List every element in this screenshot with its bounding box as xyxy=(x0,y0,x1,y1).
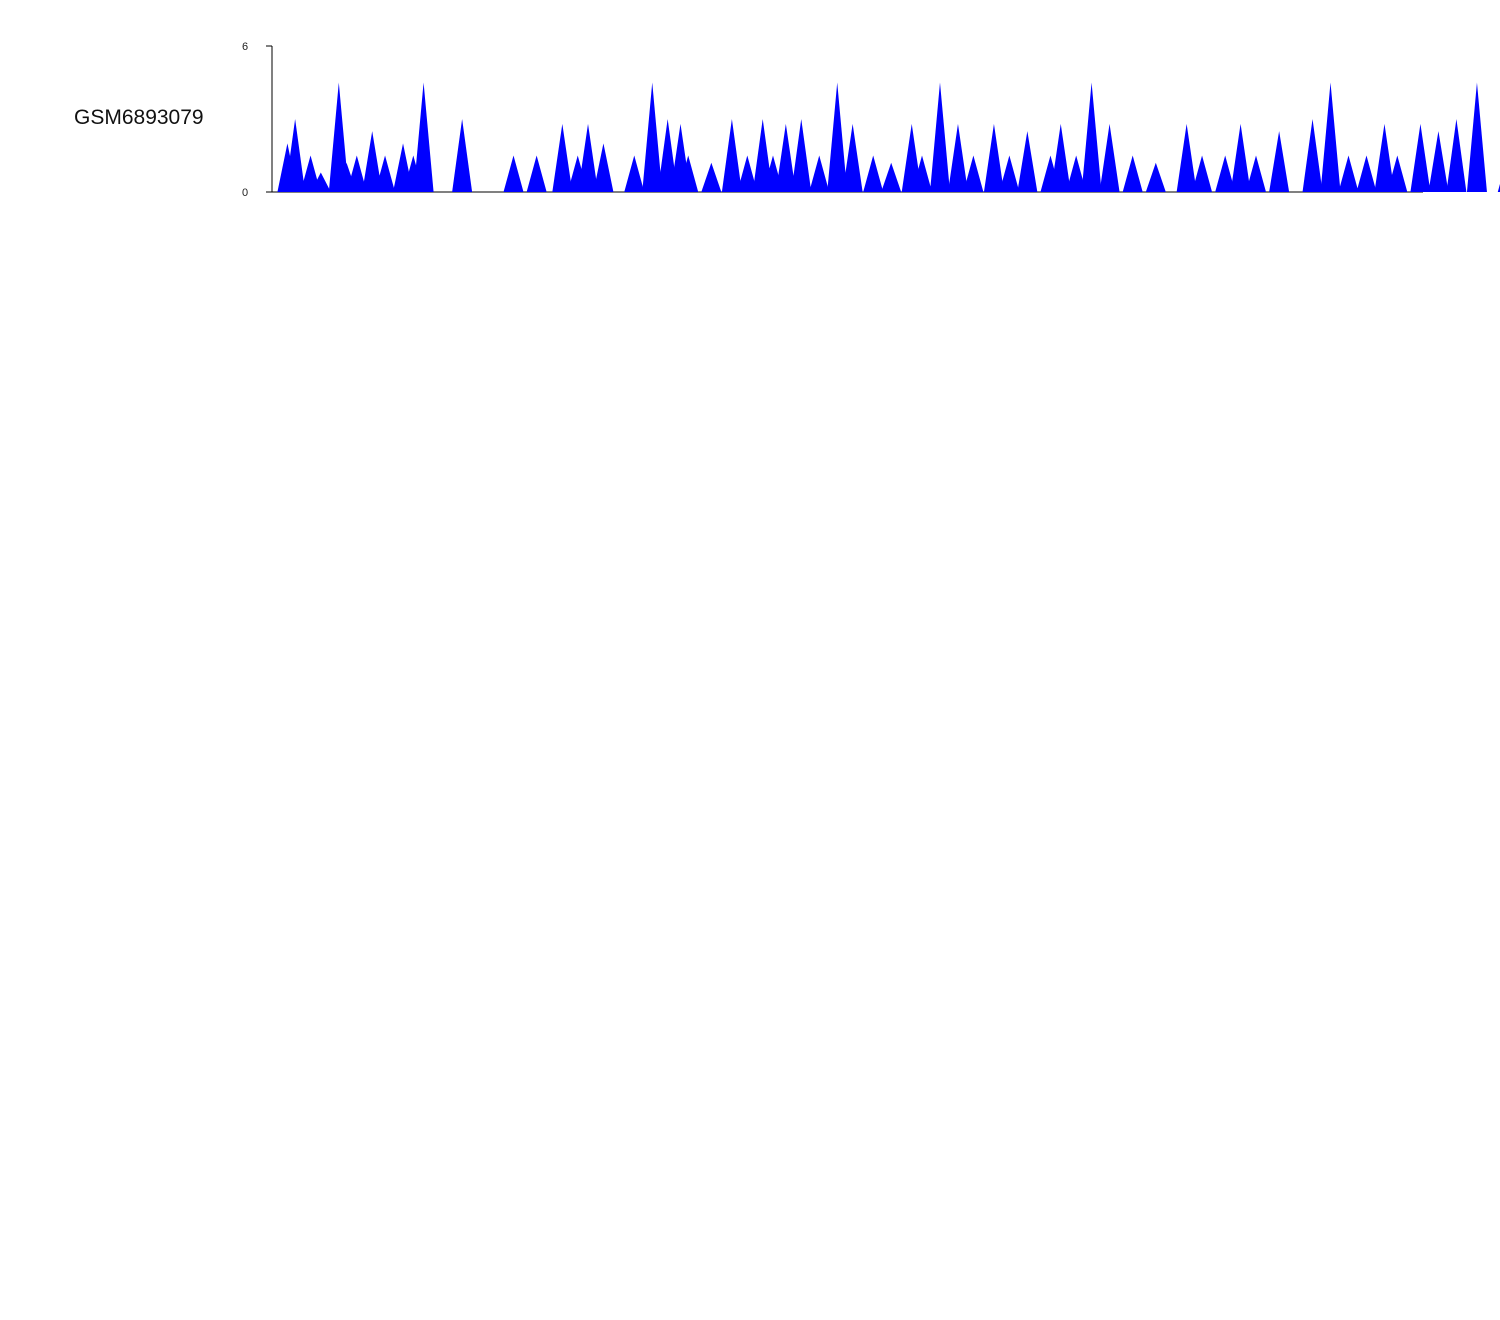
coverage-peak xyxy=(999,155,1020,192)
coverage-peak xyxy=(775,123,796,192)
coverage-peak xyxy=(881,162,902,192)
coverage-peak xyxy=(657,119,678,192)
coverage-peak xyxy=(346,155,367,192)
coverage-peak xyxy=(642,82,663,192)
coverage-peak xyxy=(1338,155,1359,192)
coverage-peak xyxy=(1374,123,1395,192)
track-GSM6893079: GSM6893079 6 0 xyxy=(74,41,1500,199)
coverage-peak xyxy=(552,123,573,192)
coverage-peak xyxy=(791,119,812,192)
coverage-peak xyxy=(328,82,349,192)
coverage-peak xyxy=(452,119,473,192)
coverage-peak xyxy=(863,155,884,192)
coverage-peak xyxy=(752,119,773,192)
coverage-peak xyxy=(1145,162,1166,192)
coverage-peak xyxy=(1176,123,1197,192)
coverage-peak xyxy=(912,155,933,192)
coverage-peak xyxy=(1302,119,1323,192)
coverage-peak xyxy=(1269,131,1290,192)
coverage-peak xyxy=(1230,123,1251,192)
coverage-peak xyxy=(503,155,524,192)
coverage-peak xyxy=(1215,155,1236,192)
coverage-peak xyxy=(1410,123,1431,192)
coverage-peak xyxy=(678,155,699,192)
coverage-peak xyxy=(375,155,396,192)
coverage-peak xyxy=(624,155,645,192)
coverage-peak xyxy=(1017,131,1038,192)
coverage-peak xyxy=(1081,82,1102,192)
coverage-peak xyxy=(1099,123,1120,192)
coverage-peak xyxy=(842,123,863,192)
coverage-peak xyxy=(1428,131,1449,192)
coverage-peak xyxy=(413,82,434,192)
coverage-peak xyxy=(1466,82,1487,192)
coverage-peak xyxy=(737,155,758,192)
coverage-peak xyxy=(593,143,614,192)
coverage-peak xyxy=(983,123,1004,192)
coverage-peak xyxy=(827,82,848,192)
coverage-peak xyxy=(1192,155,1213,192)
coverage-peak xyxy=(701,162,722,192)
coverage-peak xyxy=(1387,155,1408,192)
coverage-peak xyxy=(1356,155,1377,192)
coverage-peak xyxy=(963,155,984,192)
coverage-peak xyxy=(578,123,599,192)
coverage-peak xyxy=(947,123,968,192)
y-tick-max-label: 6 xyxy=(242,41,248,53)
coverage-peak xyxy=(362,131,383,192)
coverage-peak xyxy=(526,155,547,192)
coverage-peak xyxy=(809,155,830,192)
coverage-peak xyxy=(1066,155,1087,192)
coverage-peak xyxy=(1050,123,1071,192)
coverage-peak xyxy=(929,82,950,192)
coverage-peak xyxy=(1446,119,1467,192)
coverage-peak xyxy=(1320,82,1341,192)
coverage-peak xyxy=(721,119,742,192)
coverage-peak xyxy=(1246,155,1267,192)
coverage-peak xyxy=(1497,183,1500,192)
y-tick-min-label: 0 xyxy=(242,187,248,199)
coverage-peak xyxy=(310,172,331,192)
coverage-peak xyxy=(285,119,306,192)
coverage-peak xyxy=(1122,155,1143,192)
track-label: GSM6893079 xyxy=(74,106,204,129)
